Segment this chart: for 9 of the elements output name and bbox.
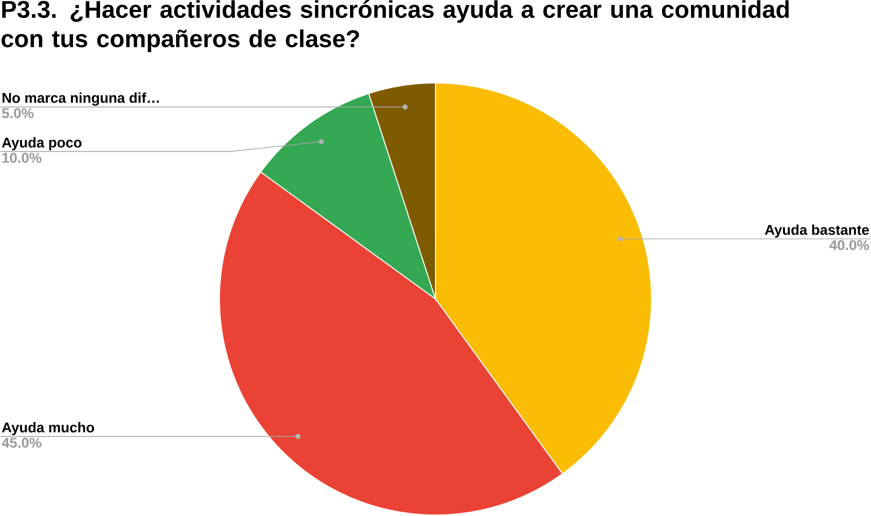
slice-label: Ayuda mucho <box>2 422 94 436</box>
slice-label: Ayuda bastante <box>764 224 869 238</box>
slice-label: No marca ninguna dif… <box>2 92 159 106</box>
chart-title: P3.3. ¿Hacer actividades sincrónicas ayuda a crear una comunidad con tus compañeros de clase? <box>2 0 789 52</box>
slice-label: Ayuda poco <box>2 137 82 151</box>
data-label: 40.0% <box>830 240 870 250</box>
data-label: 45.0% <box>2 438 42 448</box>
data-label: 5.0% <box>2 108 34 118</box>
data-label: 10.0% <box>2 153 42 164</box>
